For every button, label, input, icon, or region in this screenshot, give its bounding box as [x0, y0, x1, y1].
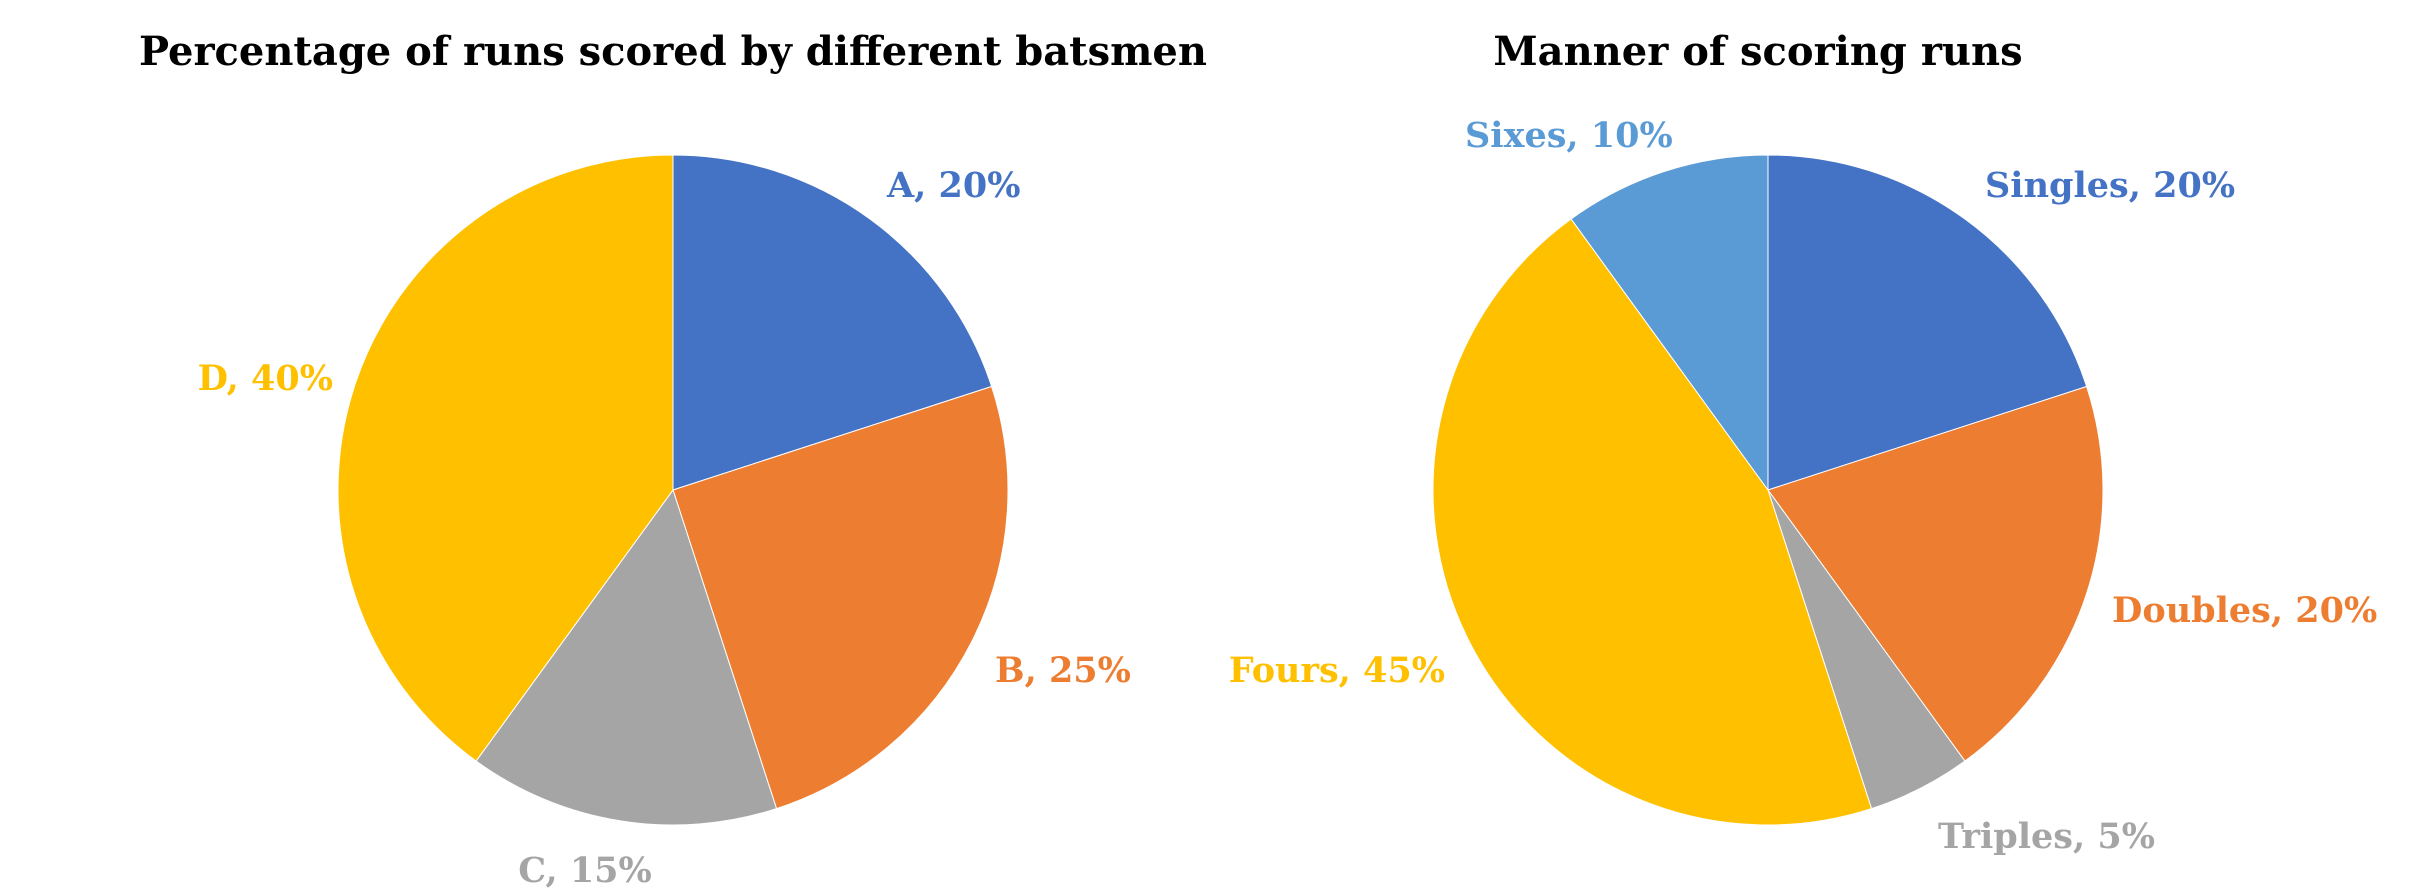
data-label-triples: Triples, 5%: [1938, 816, 2155, 857]
data-label-d: D, 40%: [198, 358, 333, 399]
data-label-b: B, 25%: [995, 650, 1131, 691]
pie-slice-singles: [1767, 154, 2088, 491]
batsmen-pie-chart: Percentage of runs scored by different b…: [139, 28, 1207, 889]
pie-slice-sixes: [1570, 154, 1769, 492]
pie-slice-a: [672, 154, 993, 491]
data-label-singles: Singles, 20%: [1985, 165, 2235, 206]
data-label-fours: Fours, 45%: [1229, 650, 1445, 691]
pie-slice-fours: [1432, 218, 1873, 826]
data-label-doubles: Doubles, 20%: [2112, 590, 2377, 631]
pie-labels: A, 20% B, 25% C, 15% D, 40%: [198, 165, 1131, 889]
pie-slice-c: [475, 488, 778, 826]
data-label-sixes: Sixes, 10%: [1465, 115, 1673, 156]
data-label-c: C, 15%: [518, 850, 652, 889]
pie-slices: [337, 154, 1009, 826]
scoring-manner-pie-chart: Manner of scoring runs Singles, 20% Doubl…: [1229, 28, 2377, 857]
chart-title-manner: Manner of scoring runs: [1493, 28, 2022, 75]
pie-slice-doubles: [1767, 385, 2104, 762]
pie-slice-d: [337, 154, 674, 762]
pie-slices: [1432, 154, 2104, 826]
data-label-a: A, 20%: [886, 165, 1021, 206]
pie-labels: Singles, 20% Doubles, 20% Triples, 5% Fours…: [1229, 115, 2377, 857]
chart-title-batsmen: Percentage of runs scored by different b…: [139, 28, 1207, 75]
pie-slice-b: [672, 385, 1009, 810]
